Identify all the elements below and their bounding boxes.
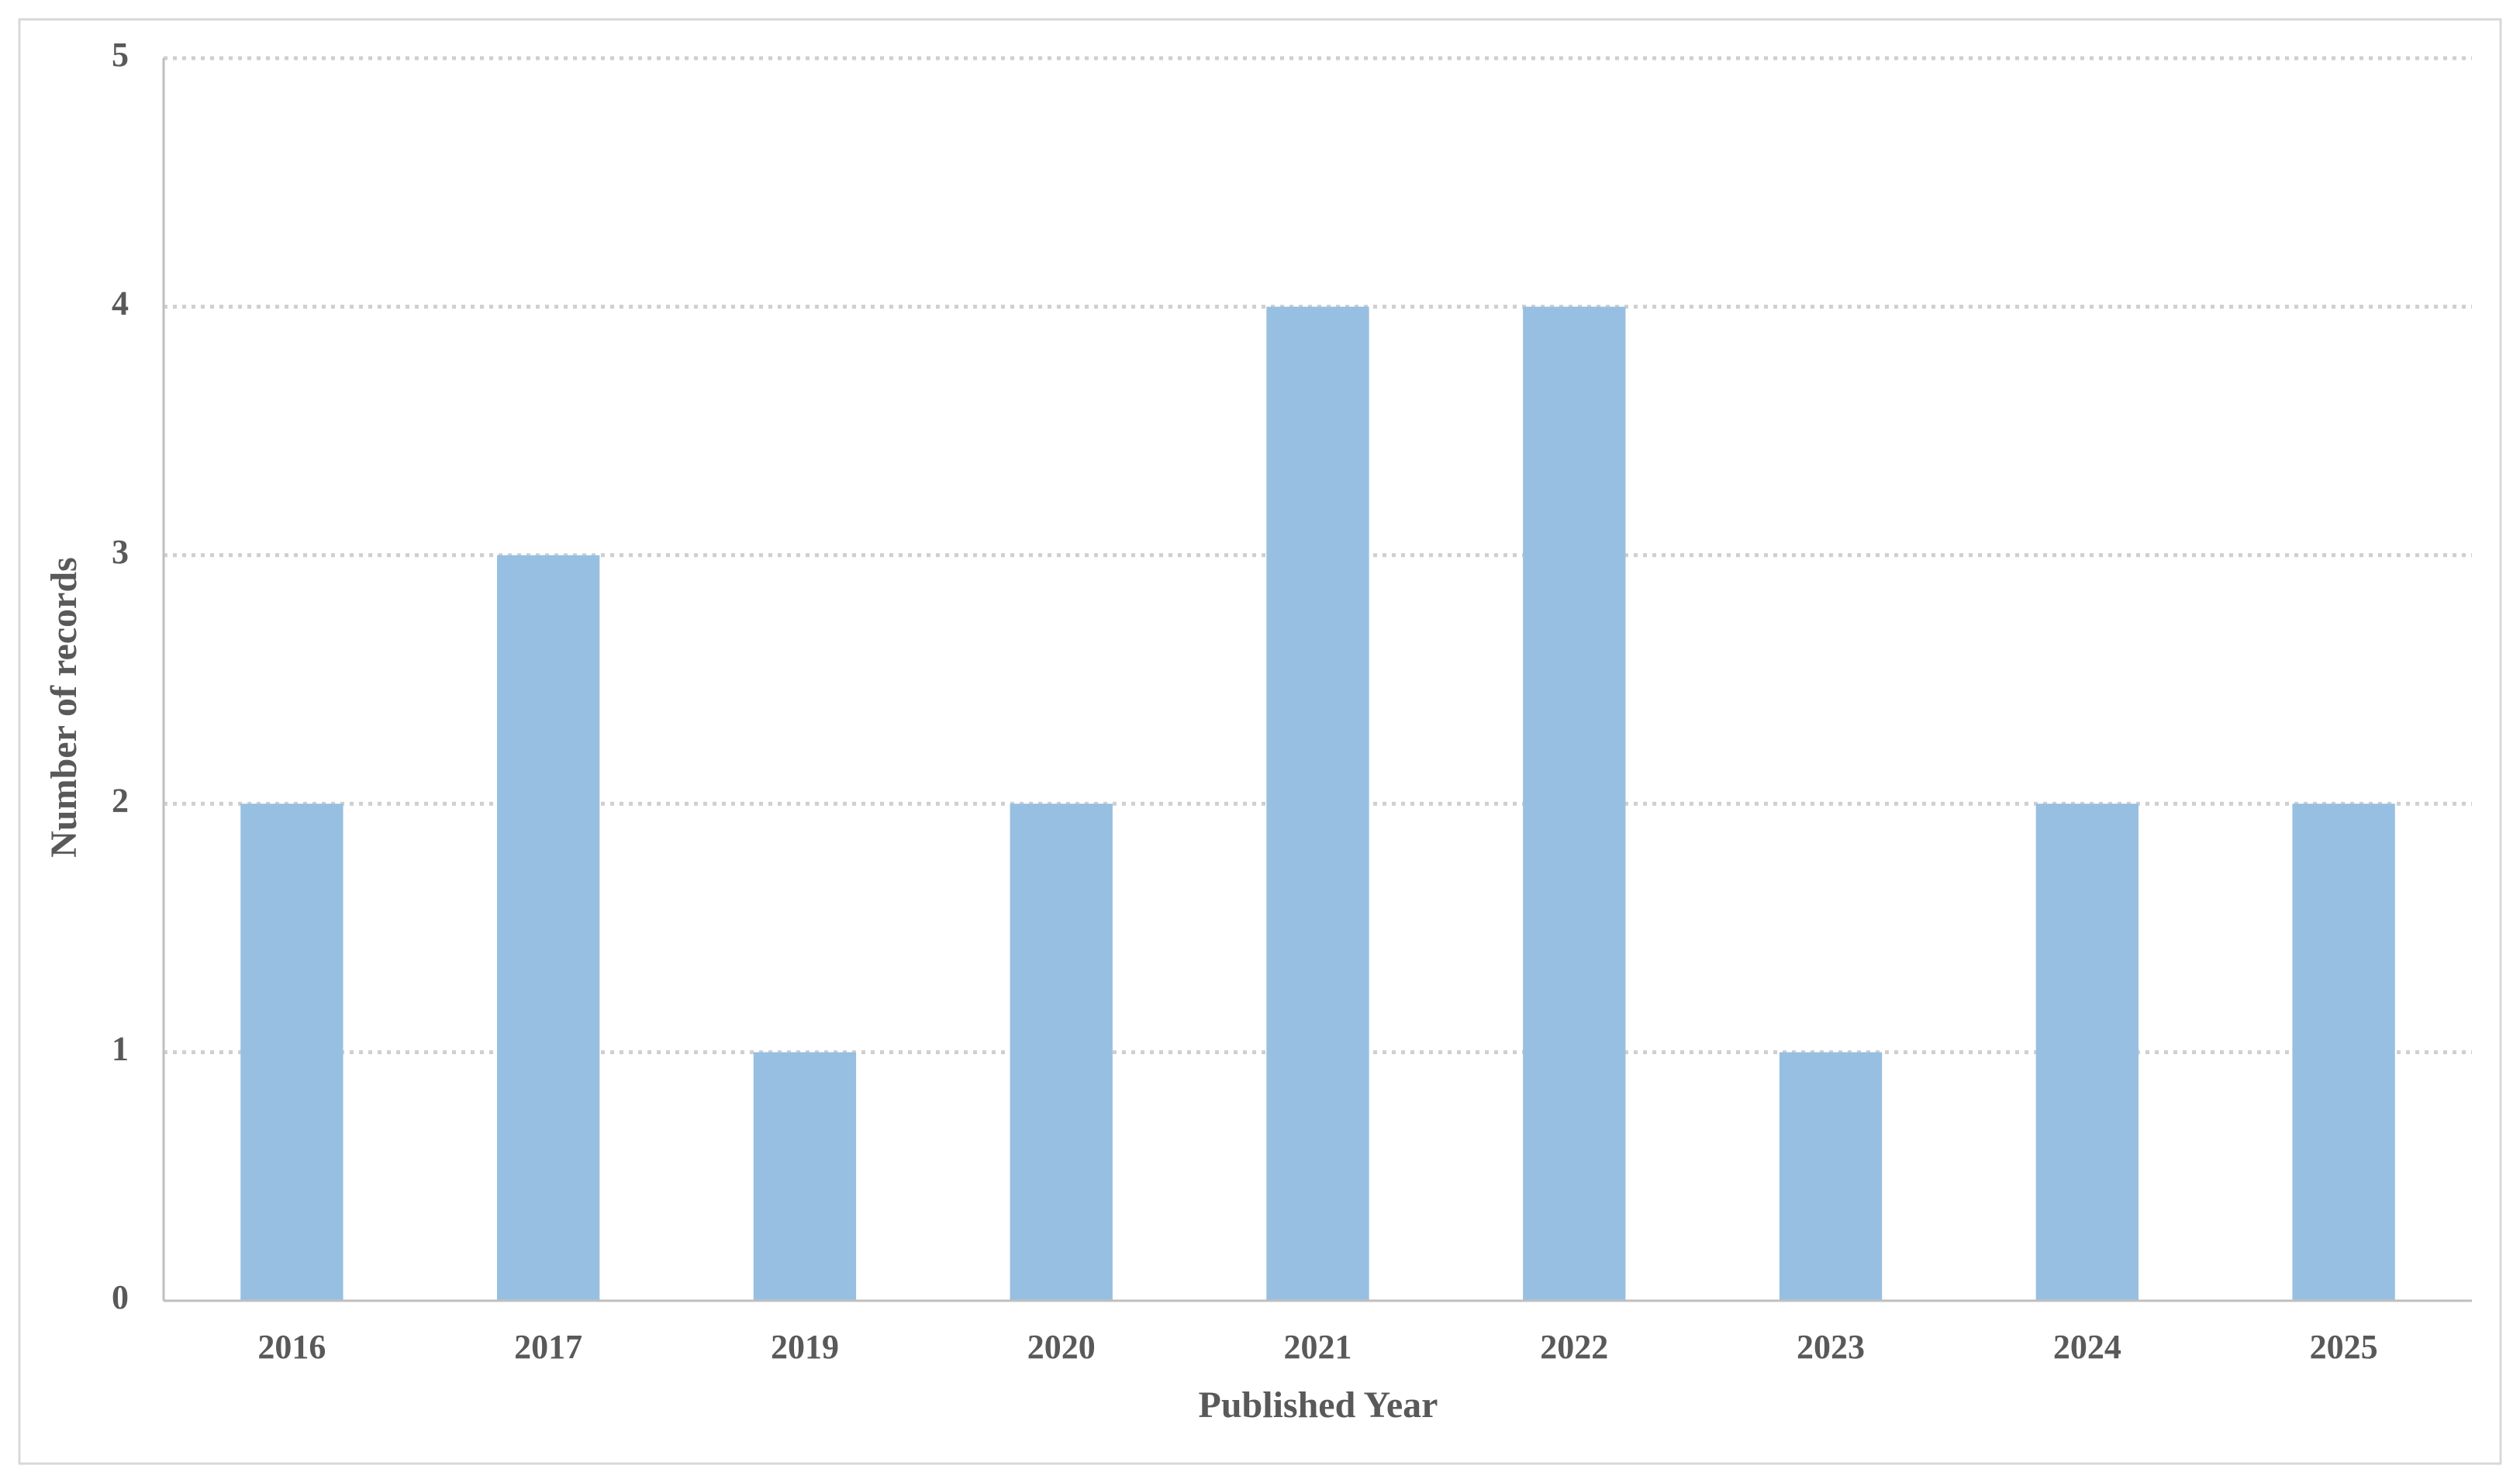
bar: [1523, 306, 1626, 1301]
x-axis-title: Published Year: [1199, 1384, 1438, 1426]
bar: [2292, 804, 2395, 1301]
bar: [1779, 1052, 1883, 1301]
bar: [1266, 306, 1369, 1301]
bar: [497, 555, 600, 1301]
bar: [753, 1052, 857, 1301]
y-axis-title: Number of records: [43, 557, 85, 858]
x-tick-label: 2024: [2053, 1328, 2121, 1366]
bar: [240, 804, 343, 1301]
x-tick-label: 2023: [1797, 1328, 1865, 1366]
y-tick-label: 1: [112, 1030, 129, 1068]
y-tick-label: 4: [112, 284, 129, 322]
bar: [1010, 804, 1113, 1301]
x-tick-label: 2021: [1284, 1328, 1352, 1366]
x-tick-label: 2019: [771, 1328, 839, 1366]
bar: [2035, 804, 2139, 1301]
y-tick-label: 0: [112, 1278, 129, 1316]
x-tick-label: 2020: [1027, 1328, 1096, 1366]
y-tick-label: 2: [112, 781, 129, 819]
y-tick-label: 5: [112, 36, 129, 74]
y-tick-label: 3: [112, 533, 129, 571]
x-tick-label: 2017: [514, 1328, 582, 1366]
x-tick-label: 2016: [257, 1328, 326, 1366]
x-tick-label: 2025: [2310, 1328, 2378, 1366]
x-tick-label: 2022: [1540, 1328, 1608, 1366]
